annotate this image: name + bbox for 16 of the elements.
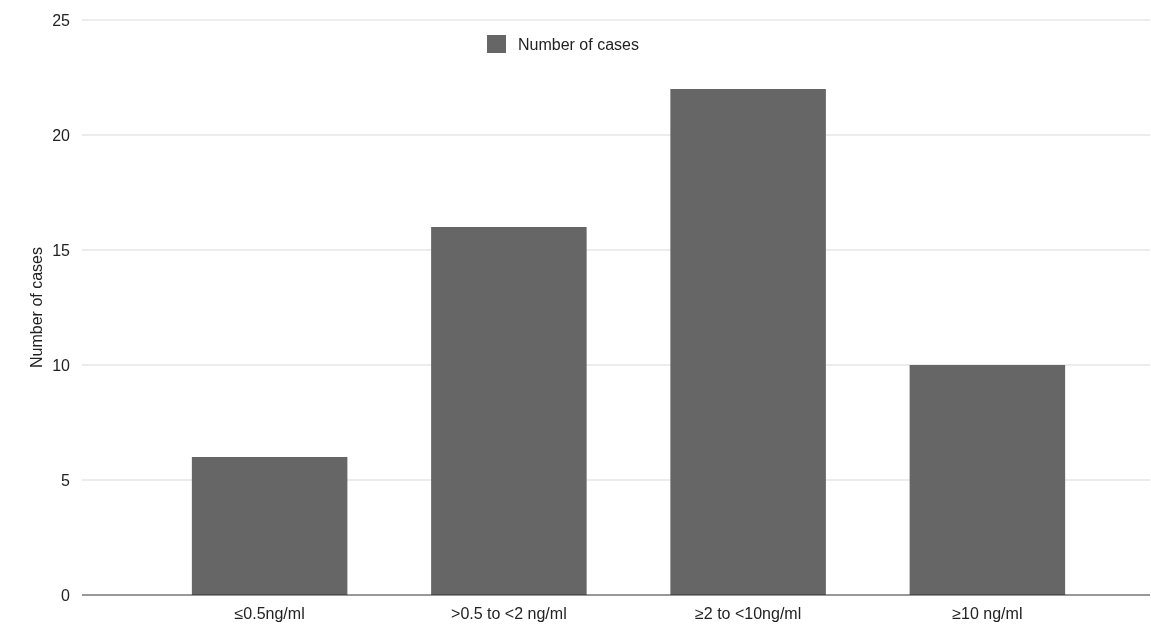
bar <box>909 365 1066 595</box>
x-tick-label: ≥10 ng/ml <box>952 605 1023 622</box>
y-axis-title: Number of cases <box>28 247 45 368</box>
y-tick-label: 15 <box>52 241 71 259</box>
legend-label: Number of cases <box>518 35 639 53</box>
y-tick-label: 10 <box>52 356 71 374</box>
y-tick-label: 25 <box>52 11 71 29</box>
bar <box>191 457 348 595</box>
x-tick-label: ≤0.5ng/ml <box>234 605 305 622</box>
x-tick-label: >0.5 to <2 ng/ml <box>451 605 567 622</box>
y-tick-label: 0 <box>61 586 71 604</box>
bar <box>431 227 587 595</box>
y-tick-label: 5 <box>61 471 71 489</box>
x-tick-label: ≥2 to <10ng/ml <box>695 605 802 622</box>
bar <box>670 89 826 595</box>
y-tick-label: 20 <box>52 126 71 144</box>
